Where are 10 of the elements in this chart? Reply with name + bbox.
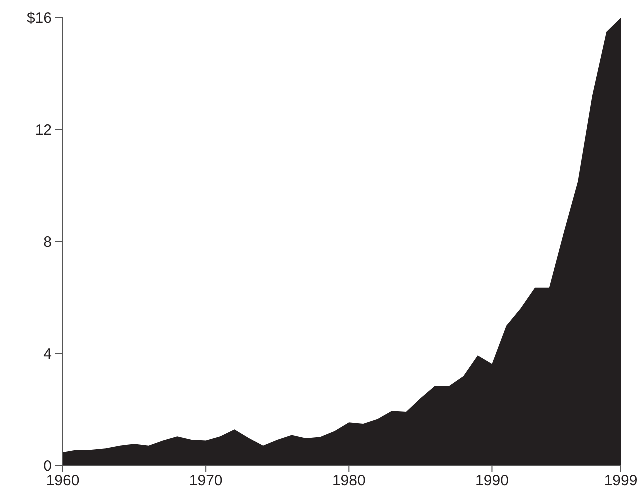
- x-tick-label: 1980: [332, 472, 366, 490]
- y-tick-label: 12: [35, 122, 52, 139]
- x-tick-label: 1999: [604, 472, 638, 490]
- x-tick-label: 1970: [189, 472, 223, 490]
- y-tick-label: $16: [26, 10, 52, 27]
- y-tick-label: 0: [44, 458, 52, 475]
- x-tick-label: 1990: [476, 472, 509, 490]
- y-tick-label: 8: [44, 234, 52, 251]
- x-tick-label: 1960: [46, 472, 80, 490]
- y-tick-label: 4: [44, 346, 52, 363]
